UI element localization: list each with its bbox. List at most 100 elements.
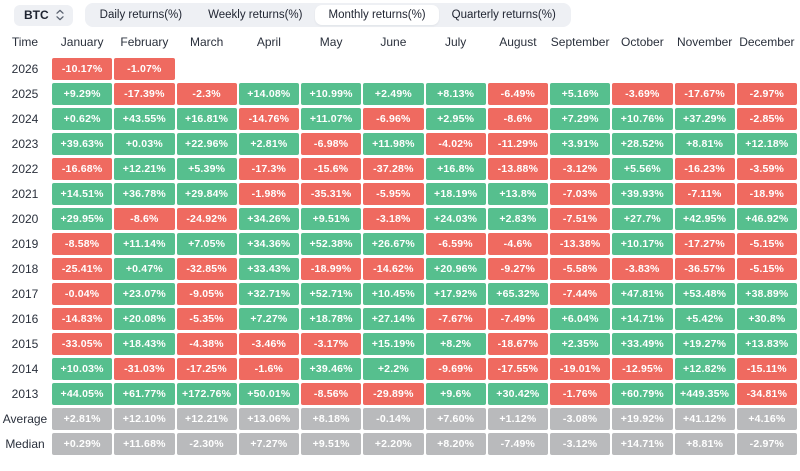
return-cell: -17.25% [176,358,237,380]
return-cell: +0.47% [114,258,175,280]
column-header-april: April [256,35,281,49]
return-cell: +41.12% [674,408,735,430]
return-cell: -1.98% [238,183,299,205]
return-cell: +27.7% [612,208,673,230]
return-cell: -6.96% [363,108,424,130]
column-header-june: June [380,35,407,49]
return-cell: -24.92% [176,208,237,230]
return-cell: +42.95% [674,208,735,230]
return-cell: +11.07% [301,108,362,130]
return-cell: +0.29% [52,433,113,455]
return-cell: +172.76% [176,383,237,405]
row-label-2013: 2013 [11,387,39,401]
empty-cell [737,58,797,80]
tabs: Daily returns(%) Weekly returns(%) Monthly… [84,3,571,27]
row-label-2020: 2020 [11,212,39,226]
return-cell: +2.81% [52,408,113,430]
tab-daily-returns[interactable]: Daily returns(%) [99,9,183,21]
return-cell: +18.19% [425,183,486,205]
return-cell: +6.04% [550,308,611,330]
row-label-2024: 2024 [11,112,39,126]
return-cell: +30.42% [487,383,548,405]
return-cell: -13.88% [487,158,548,180]
return-cell: +14.71% [612,308,673,330]
return-cell: +34.26% [238,208,299,230]
return-cell: +2.20% [363,433,424,455]
coin-select-value: BTC [24,8,49,22]
empty-cell [239,58,299,80]
return-cell: +19.92% [612,408,673,430]
return-cell: +11.98% [363,133,424,155]
return-cell: +30.8% [736,308,797,330]
return-cell: -13.38% [550,233,611,255]
return-cell: +8.20% [425,433,486,455]
return-cell: +44.05% [52,383,113,405]
return-cell: -4.6% [487,233,548,255]
return-cell: -7.49% [487,308,548,330]
return-cell: +9.6% [425,383,486,405]
return-cell: +29.95% [52,208,113,230]
return-cell: +14.71% [612,433,673,455]
return-cell: +7.29% [550,108,611,130]
return-cell: -15.11% [736,358,797,380]
return-cell: +18.43% [114,333,175,355]
column-header-december: December [739,35,795,49]
return-cell: +13.06% [238,408,299,430]
return-cell: -14.76% [238,108,299,130]
return-cell: +12.21% [114,158,175,180]
return-cell: +2.35% [550,333,611,355]
return-cell: +39.46% [301,358,362,380]
return-cell: -36.57% [674,258,735,280]
return-cell: +449.35% [674,383,735,405]
row-label-2022: 2022 [11,162,39,176]
return-cell: +18.78% [301,308,362,330]
return-cell: -0.04% [52,283,113,305]
return-cell: -5.15% [736,233,797,255]
return-cell: -7.44% [550,283,611,305]
return-cell: -5.15% [736,258,797,280]
return-cell: -18.99% [301,258,362,280]
return-cell: -3.46% [238,333,299,355]
column-header-september: September [550,35,610,49]
tab-monthly-returns[interactable]: Monthly returns(%) [315,5,439,25]
return-cell: +8.18% [301,408,362,430]
return-cell: -16.23% [674,158,735,180]
tab-quarterly-returns[interactable]: Quarterly returns(%) [451,9,556,21]
row-label-2023: 2023 [11,137,39,151]
return-cell: +11.14% [114,233,175,255]
return-cell: +20.08% [114,308,175,330]
return-cell: -2.97% [736,83,797,105]
return-cell: -7.51% [550,208,611,230]
return-cell: -2.85% [736,108,797,130]
return-cell: +8.13% [425,83,486,105]
return-cell: +20.96% [425,258,486,280]
column-header-november: November [676,35,733,49]
return-cell: +7.05% [176,233,237,255]
return-cell: +2.83% [487,208,548,230]
row-label-2018: 2018 [11,262,39,276]
return-cell: -33.05% [52,333,113,355]
return-cell: -14.83% [52,308,113,330]
return-cell: +7.27% [238,433,299,455]
return-cell: +12.18% [736,133,797,155]
tab-weekly-returns[interactable]: Weekly returns(%) [208,9,303,21]
return-cell: +28.52% [612,133,673,155]
return-cell: +22.96% [176,133,237,155]
return-cell: +7.27% [238,308,299,330]
column-header-february: February [120,35,169,49]
return-cell: +27.14% [363,308,424,330]
return-cell: -18.9% [736,183,797,205]
empty-cell [488,58,548,80]
return-cell: -11.29% [487,133,548,155]
return-cell: +12.21% [176,408,237,430]
row-label-2014: 2014 [11,362,39,376]
column-header-may: May [319,35,343,49]
return-cell: -19.01% [550,358,611,380]
return-cell: -5.58% [550,258,611,280]
row-label-2026: 2026 [11,62,39,76]
return-cell: +13.83% [736,333,797,355]
empty-cell [612,58,672,80]
coin-select[interactable]: BTC [14,4,73,26]
return-cell: -3.83% [612,258,673,280]
return-cell: -2.97% [736,433,797,455]
